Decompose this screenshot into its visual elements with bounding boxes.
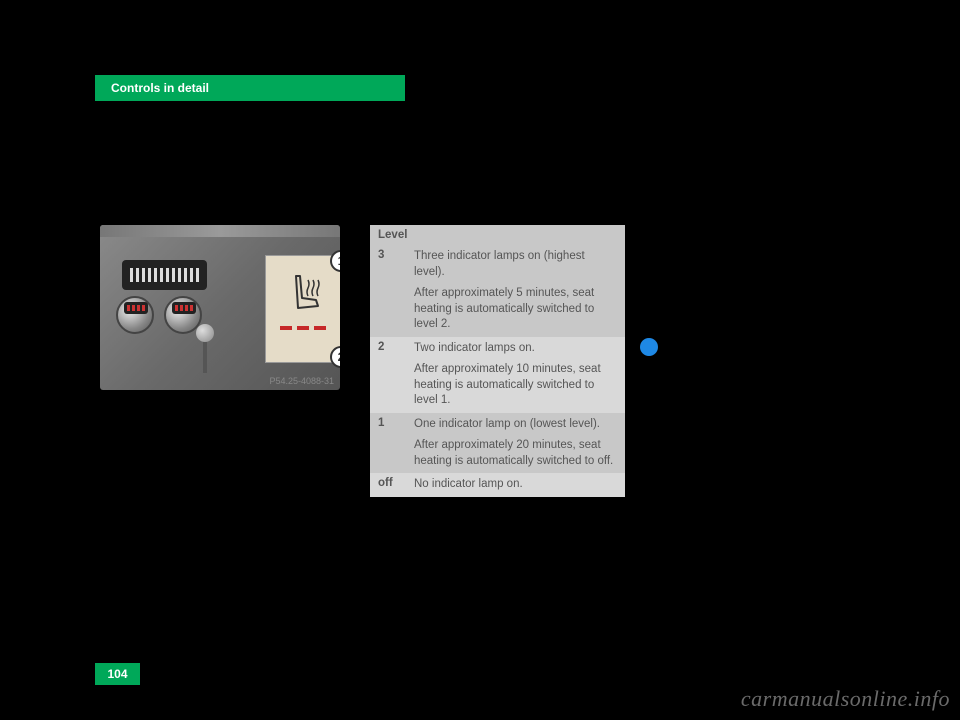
page-number-badge: 104 [95,663,140,685]
desc-line: One indicator lamp on (lowest level). [414,417,617,433]
level-cell: 1 [370,413,406,474]
watermark-text: carmanualsonline.info [741,686,950,712]
desc-line: After approximately 10 minutes, seat hea… [414,362,617,409]
desc-cell: Two indicator lamps on. After approximat… [406,337,625,413]
page-number: 104 [107,667,127,681]
gear-shifter [190,320,220,375]
level-cell: off [370,473,406,497]
indicator-lamp-row [280,326,326,330]
desc-line: No indicator lamp on. [414,477,617,493]
level-table-container: Level 3 Three indicator lamps on (highes… [370,225,625,497]
desc-line: After approximately 20 minutes, seat hea… [414,438,617,469]
console-display [122,260,207,290]
desc-line: Two indicator lamps on. [414,341,617,357]
table-row: off No indicator lamp on. [370,473,625,497]
callout-2: 2 [330,346,340,368]
figure-top-strip [100,225,340,237]
figure-reference: P54.25-4088-31 [269,376,334,386]
callout-1: 1 [330,250,340,272]
table-row: 1 One indicator lamp on (lowest level). … [370,413,625,474]
level-table: Level 3 Three indicator lamps on (highes… [370,225,625,497]
level-cell: 2 [370,337,406,413]
dashboard-figure: 1 2 P54.25-4088-31 [100,225,340,390]
seat-heat-inset: 1 2 [265,255,340,363]
indicator-lamp [297,326,309,330]
indicator-lamp [314,326,326,330]
table-row: 2 Two indicator lamps on. After approxim… [370,337,625,413]
desc-line: Three indicator lamps on (highest level)… [414,249,617,280]
seat-heat-knob-left [116,296,154,334]
section-header: Controls in detail [95,75,405,101]
desc-line: After approximately 5 minutes, seat heat… [414,286,617,333]
level-cell: 3 [370,245,406,337]
indicator-lamp [280,326,292,330]
manual-page: Controls in detail [0,0,960,720]
table-header: Level [370,225,625,245]
seat-heat-icon [288,272,324,320]
section-title: Controls in detail [95,75,405,95]
desc-cell: One indicator lamp on (lowest level). Af… [406,413,625,474]
table-row: 3 Three indicator lamps on (highest leve… [370,245,625,337]
desc-cell: Three indicator lamps on (highest level)… [406,245,625,337]
info-icon [640,338,658,356]
desc-cell: No indicator lamp on. [406,473,625,497]
